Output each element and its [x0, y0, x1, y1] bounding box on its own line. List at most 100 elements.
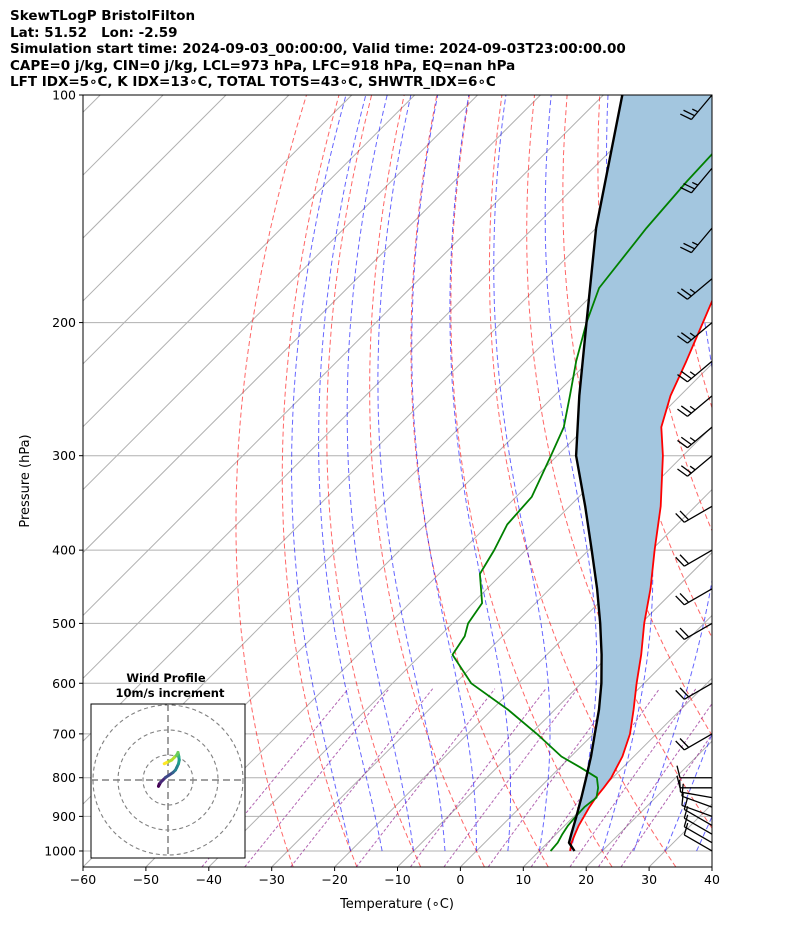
y-tick-label: 500: [52, 616, 76, 631]
isotherm: [83, 95, 353, 365]
y-tick-label: 100: [52, 88, 76, 103]
hodograph-ring: [92, 704, 244, 856]
barb-flag: [675, 689, 685, 700]
barb-flag: [677, 468, 688, 477]
barb-half-flag: [689, 332, 696, 338]
barb-staff: [683, 834, 713, 852]
barb-staff: [687, 455, 713, 477]
mixing-ratio-line: [290, 688, 434, 867]
isotherm: [711, 866, 712, 867]
moist-adiabat: [449, 95, 511, 852]
cape-cin-fill: [569, 95, 712, 843]
title-line-cape: CAPE=0 j/kg, CIN=0 j/kg, LCL=973 hPa, LF…: [10, 57, 516, 74]
dry-adiabat: [410, 95, 549, 867]
barb-flag: [675, 512, 685, 523]
x-tick-label: −50: [133, 872, 159, 887]
wind-barb: [683, 797, 713, 826]
wind-barb: [675, 682, 713, 700]
wind-barb: [675, 505, 713, 523]
isotherm: [775, 95, 794, 867]
title-line-times: Simulation start time: 2024-09-03_00:00:…: [10, 41, 626, 58]
barb-staff: [683, 826, 713, 844]
x-tick-label: −40: [196, 872, 222, 887]
y-tick-label: 200: [52, 315, 76, 330]
wind-barb: [677, 360, 713, 383]
barb-flag: [679, 554, 690, 565]
moist-adiabat: [493, 95, 551, 852]
wind-barb: [681, 793, 713, 818]
wind-barb: [677, 322, 713, 344]
isotherm: [83, 95, 478, 491]
wind-barb: [675, 733, 713, 751]
dry-adiabat: [450, 95, 613, 867]
isotherm: [83, 95, 416, 428]
isotherm: [83, 95, 290, 302]
isotherm: [83, 95, 541, 554]
moist-adiabat: [633, 95, 712, 852]
barb-flag: [677, 291, 688, 300]
barb-flag: [677, 374, 688, 383]
chart-title: SkewTLogP BristolFilton Lat: 51.52 Lon: …: [10, 8, 626, 91]
wind-barb: [677, 278, 713, 300]
dry-adiabat: [488, 95, 677, 867]
series-temperature: [569, 298, 712, 852]
barb-flag: [683, 814, 689, 827]
barb-staff: [680, 791, 713, 799]
barb-staff: [683, 733, 713, 751]
hodograph-subtitle: 10m/s increment: [116, 686, 225, 700]
barb-half-flag: [689, 437, 696, 442]
barb-staff: [687, 426, 713, 449]
barb-staff: [681, 804, 713, 818]
moist-adiabat: [544, 95, 598, 852]
barb-flag: [683, 109, 695, 117]
wind-barb: [677, 426, 713, 449]
barb-flag: [675, 556, 685, 567]
hodograph-plot: [91, 704, 245, 858]
wind-barb: [681, 783, 713, 808]
profile-lines: [451, 95, 712, 852]
barb-flag: [683, 822, 689, 836]
barb-staff: [687, 278, 713, 300]
mixing-ratio-line: [355, 688, 496, 867]
isotherm: [397, 551, 712, 867]
isotherm: [334, 488, 712, 867]
wind-barb: [676, 775, 712, 789]
wind-barb: [683, 822, 713, 852]
moist-adiabat: [664, 732, 712, 852]
moist-adiabat: [728, 78, 794, 851]
barb-staff: [690, 227, 713, 254]
x-axis-label: Temperature (∘C): [339, 897, 454, 912]
dry-adiabat: [730, 95, 794, 867]
mixing-ratio-line: [487, 688, 620, 867]
hodograph-ring: [117, 729, 219, 831]
mixing-ratio-line: [409, 688, 547, 867]
x-tick-label: −30: [259, 872, 285, 887]
mixing-ratio-line: [569, 688, 697, 867]
barb-flag: [680, 288, 692, 297]
barb-staff: [687, 360, 713, 383]
wind-barb: [680, 167, 713, 194]
y-tick-label: 900: [52, 809, 76, 824]
y-tick-label: 300: [52, 448, 76, 463]
wind-barb: [680, 227, 713, 254]
barb-staff: [681, 795, 713, 808]
isotherm: [522, 677, 712, 867]
cin-shading: [569, 95, 712, 843]
barb-flag: [679, 627, 690, 638]
barb-flag: [677, 408, 688, 417]
x-tick-label: 10: [515, 872, 531, 887]
barb-half-flag: [692, 181, 699, 186]
isotherm: [271, 425, 712, 867]
barb-flag: [679, 510, 690, 521]
mixing-ratio-line: [443, 688, 578, 867]
barb-staff: [683, 549, 713, 567]
barb-flag: [675, 740, 685, 751]
x-tick-label: 20: [578, 872, 594, 887]
y-tick-label: 700: [52, 726, 76, 741]
series-dewpoint: [451, 152, 712, 852]
barb-flag: [680, 405, 692, 414]
barb-flag: [680, 436, 692, 446]
wind-barb: [676, 765, 712, 779]
barb-flag: [681, 793, 684, 806]
